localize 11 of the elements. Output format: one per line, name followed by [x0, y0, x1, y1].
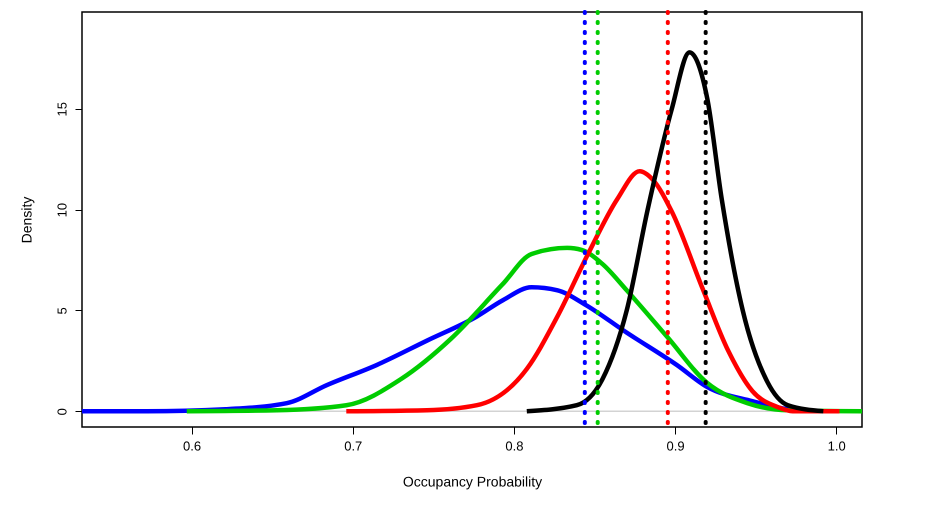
x-tick-label: 1.0 — [828, 438, 846, 454]
x-tick-label: 0.7 — [344, 438, 362, 454]
x-axis-title: Occupancy Probability — [402, 474, 542, 490]
x-tick-label: 0.9 — [666, 438, 685, 454]
y-tick-label: 15 — [54, 102, 70, 117]
y-tick-label: 0 — [54, 408, 70, 416]
x-tick-label: 0.8 — [505, 438, 524, 454]
y-tick-label: 5 — [54, 307, 70, 315]
y-axis-title: Density — [18, 196, 34, 244]
x-tick-label: 0.6 — [183, 438, 202, 454]
y-tick-label: 10 — [54, 202, 70, 218]
